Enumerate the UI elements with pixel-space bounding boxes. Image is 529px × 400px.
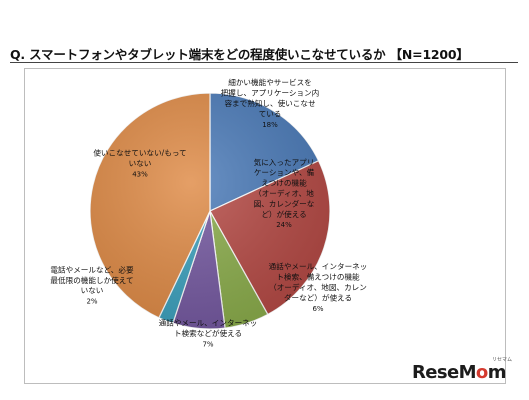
resemom-logo: ReseMom [412, 362, 506, 383]
chart-title: Q. スマートフォンやタブレット端末をどの程度使いこなせているか 【N=1200… [10, 47, 469, 62]
slice-label-2: 気に入ったアプリケーションや、備えつけの機能（オーディオ、地図、カレンダーなど）… [254, 157, 315, 229]
slice-value-label: 2% [86, 298, 97, 306]
resemom-logo-subtext: リセマム [492, 357, 513, 363]
slice-value-label: 24% [276, 221, 292, 229]
title-underline [10, 62, 518, 63]
slice-value-label: 18% [262, 121, 278, 129]
slice-label-6: 使いこなせていない/もっていない 43% [93, 148, 186, 179]
slice-value-label: 43% [132, 170, 148, 178]
slice-label-5: 電話やメールなど、必要最低限の機能しか使えていない 2% [50, 264, 134, 305]
slice-label-4: 通話やメール、インターネット検索などが使える 7% [159, 318, 258, 349]
slice-label-3: 通話やメール、インターネット検索、備えつけの機能（オーディオ、地図、カレンダーな… [269, 261, 368, 313]
slice-value-label: 7% [202, 340, 213, 348]
slice-value-label: 6% [312, 305, 323, 313]
slice-label-1: 細かい機能やサービスを把握し、アプリケーション内容まで熟知し、使いこなせている 1… [221, 77, 320, 129]
